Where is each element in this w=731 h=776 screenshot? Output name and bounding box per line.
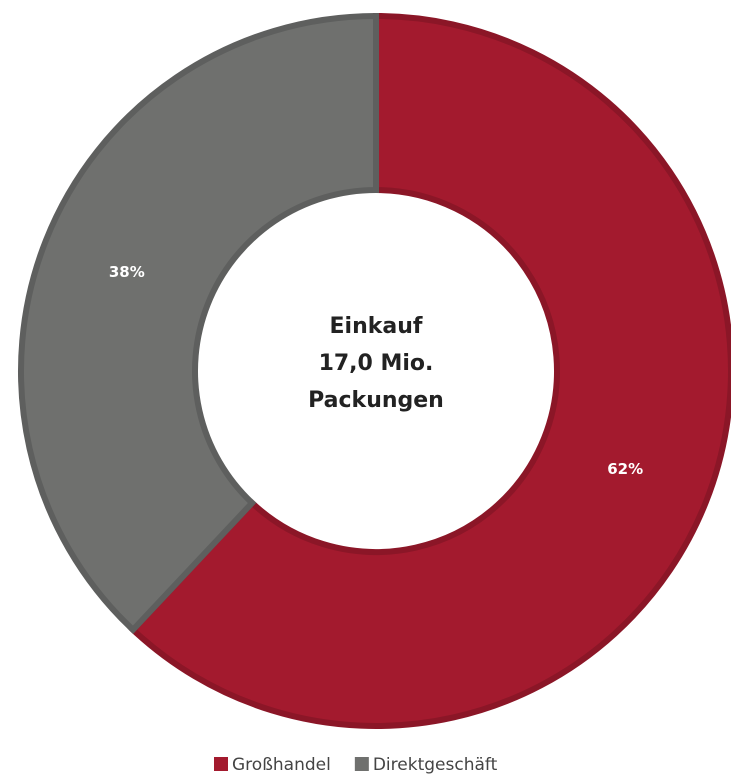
center-label: 17,0 Mio.	[319, 351, 434, 376]
donut-segment	[128, 12, 731, 729]
legend-swatch	[214, 757, 228, 771]
center-label: Packungen	[308, 388, 444, 413]
center-label: Einkauf	[330, 314, 423, 339]
legend-label: Direktgeschäft	[373, 755, 498, 775]
legend-swatch	[354, 757, 369, 771]
data-label: 38%	[109, 263, 145, 281]
data-label: 62%	[607, 460, 643, 478]
donut-segment	[18, 12, 379, 635]
legend-label: Großhandel	[232, 755, 331, 775]
